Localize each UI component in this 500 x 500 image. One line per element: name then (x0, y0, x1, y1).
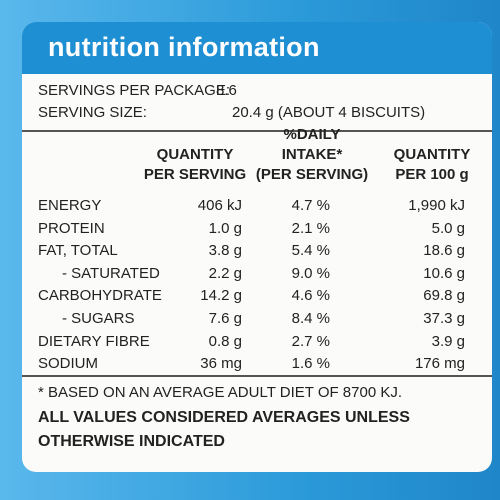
cell: 1.0 g (208, 219, 242, 237)
row-label: SODIUM (38, 355, 98, 373)
column-header: PER 100 g (395, 166, 469, 183)
column-header: %DAILY (283, 126, 341, 143)
serving-label: SERVING SIZE: (38, 104, 147, 121)
cell: 37.3 g (423, 310, 465, 327)
column-header: PER SERVING (143, 166, 247, 183)
divider (22, 130, 492, 132)
cell: 9.0 % (291, 264, 330, 282)
cell: 406 kJ (197, 197, 242, 214)
title: nutrition information (48, 32, 320, 62)
panel: nutrition information SERVINGS PER PACKA… (22, 22, 492, 472)
serving-value: 8.6 (216, 82, 237, 99)
cell: 0.8 g (208, 332, 242, 350)
row-label: - SATURATED (62, 264, 160, 282)
row-label: CARBOHYDRATE (38, 287, 162, 305)
cell: 36 mg (200, 355, 242, 373)
cell: 2.7 % (291, 332, 330, 350)
cell: 10.6 g (423, 264, 465, 282)
cell: 14.2 g (200, 287, 242, 305)
column-header: (PER SERVING) (255, 166, 369, 183)
cell: 4.6 % (291, 287, 330, 305)
column-header: QUANTITY (393, 146, 471, 163)
cell: 2.1 % (291, 219, 330, 237)
footnote: ALL VALUES CONSIDERED AVERAGES UNLESS OT… (38, 409, 410, 450)
cell: 1,990 kJ (408, 197, 465, 214)
row-label: PROTEIN (38, 219, 105, 237)
cell: 2.2 g (208, 264, 242, 282)
cell: 1.6 % (291, 355, 330, 373)
cell: 5.4 % (291, 242, 330, 260)
column-header: QUANTITY (156, 146, 234, 163)
row-label: FAT, TOTAL (38, 242, 118, 260)
column-header: INTAKE* (281, 146, 343, 163)
row-label: ENERGY (38, 197, 102, 214)
cell: 5.0 g (431, 219, 465, 237)
cell: 69.8 g (423, 287, 465, 305)
cell: 4.7 % (291, 197, 330, 214)
cell: 18.6 g (423, 242, 465, 260)
footnote: * BASED ON AN AVERAGE ADULT DIET OF 8700… (38, 384, 403, 401)
cell: 176 mg (414, 355, 465, 373)
title-band (22, 22, 492, 74)
cell: 3.8 g (208, 242, 242, 260)
serving-value: 20.4 g (ABOUT 4 BISCUITS) (232, 104, 426, 121)
cell: 3.9 g (431, 332, 465, 350)
serving-label: SERVINGS PER PACKAGE: (38, 82, 231, 99)
row-label: - SUGARS (62, 310, 135, 327)
row-label: DIETARY FIBRE (38, 332, 150, 350)
cell: 7.6 g (208, 310, 242, 327)
cell: 8.4 % (291, 310, 330, 327)
divider (22, 375, 492, 377)
